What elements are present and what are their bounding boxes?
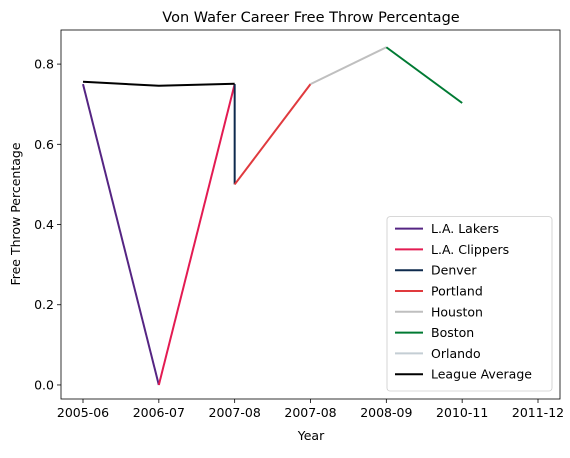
y-tick-label: 0.4 xyxy=(34,217,54,232)
x-tick-label: 2010-11 xyxy=(436,405,488,420)
legend-label: Boston xyxy=(431,325,474,340)
x-tick-label: 2011-12 xyxy=(512,405,564,420)
y-tick-label: 0.8 xyxy=(34,57,54,72)
legend-label: L.A. Clippers xyxy=(431,242,509,257)
legend-label: Denver xyxy=(431,263,477,278)
x-tick-label: 2005-06 xyxy=(57,405,109,420)
legend-label: Houston xyxy=(431,304,483,319)
legend-label: L.A. Lakers xyxy=(431,221,499,236)
y-tick-label: 0.6 xyxy=(34,137,54,152)
x-tick-label: 2007-08 xyxy=(284,405,336,420)
x-tick-label: 2008-09 xyxy=(360,405,412,420)
y-tick-label: 0.0 xyxy=(34,377,54,392)
y-axis-label: Free Throw Percentage xyxy=(8,142,23,285)
legend-label: League Average xyxy=(431,367,532,382)
x-tick-label: 2006-07 xyxy=(133,405,185,420)
legend-label: Portland xyxy=(431,284,483,299)
x-tick-label: 2007-08 xyxy=(209,405,261,420)
chart-title: Von Wafer Career Free Throw Percentage xyxy=(162,10,459,26)
legend: L.A. Lakers L.A. Clippers Denver Portland Ho… xyxy=(387,217,552,391)
x-axis-label: Year xyxy=(297,428,325,443)
legend-label: Orlando xyxy=(431,346,481,361)
y-tick-label: 0.2 xyxy=(34,297,54,312)
